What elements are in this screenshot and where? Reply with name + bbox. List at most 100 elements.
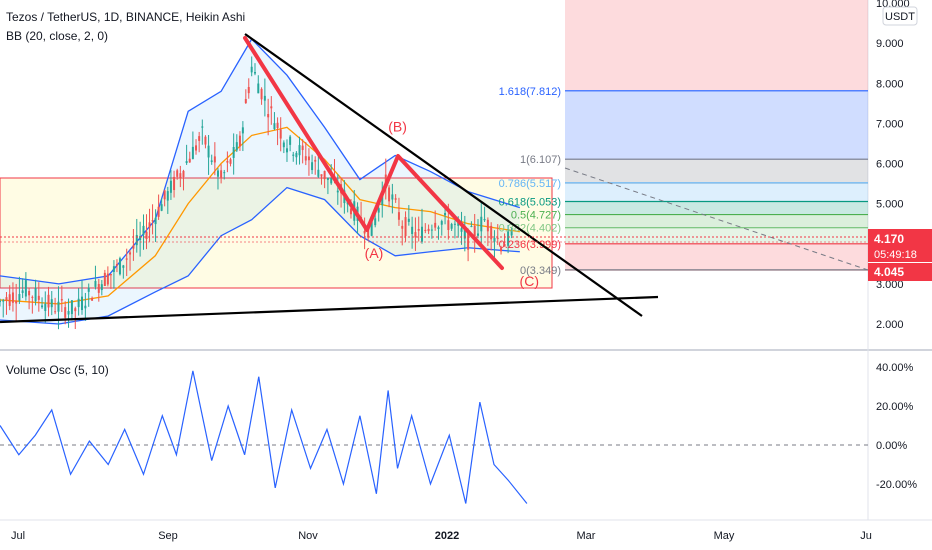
candle-body xyxy=(191,146,194,159)
bb-lower-line xyxy=(0,186,520,325)
abc-wave-path[interactable] xyxy=(243,36,504,270)
candle-body xyxy=(453,223,456,225)
ascending-trendline[interactable] xyxy=(0,295,659,324)
candle-body xyxy=(21,290,24,294)
candle-body xyxy=(253,71,256,74)
candle-body xyxy=(279,129,282,139)
candle-body xyxy=(154,217,157,225)
fib-level-label: 0.786(5.517) xyxy=(499,178,561,190)
bb-legend[interactable]: BB (20, close, 2, 0) xyxy=(6,29,108,43)
candle-body xyxy=(381,194,384,206)
candle-body xyxy=(270,106,273,109)
candle-body xyxy=(235,142,238,151)
candle-body xyxy=(424,229,427,231)
candle-body xyxy=(213,156,216,163)
fib-level-label: 0.236(3.999) xyxy=(499,239,561,251)
candle-body xyxy=(195,145,198,151)
candle-body xyxy=(349,208,352,215)
candle-body xyxy=(298,145,301,156)
candle-body xyxy=(480,216,483,232)
candle-body xyxy=(377,208,380,213)
second-price-label: 4.045 xyxy=(874,265,904,279)
candle-body xyxy=(304,156,307,161)
wave-labels: (A) (B) (C) xyxy=(365,118,539,288)
oscillator-tick-label: 40.00% xyxy=(876,362,914,374)
candle-body xyxy=(24,280,27,297)
wave-label: (A) xyxy=(365,245,384,261)
candle-body xyxy=(129,252,132,255)
price-tick-label: 8.000 xyxy=(876,78,904,90)
oscillator-legend[interactable]: Volume Osc (5, 10) xyxy=(6,363,109,377)
candle-body xyxy=(160,204,163,211)
currency-badge: USDT xyxy=(885,11,915,23)
oscillator-axis[interactable]: 40.00% 20.00% 0.00% -20.00% xyxy=(876,362,917,491)
candle-body xyxy=(263,95,266,101)
candle-body xyxy=(34,288,37,302)
fib-level-label: 0.618(5.053) xyxy=(499,196,561,208)
candle-body xyxy=(135,234,138,246)
candle-body xyxy=(460,228,463,232)
currency-badge-box[interactable] xyxy=(882,6,918,26)
price-axis[interactable]: 2.0003.0004.0005.0006.0007.0008.0009.000… xyxy=(876,0,910,331)
wave-label: (C) xyxy=(520,273,539,289)
fib-zone-green xyxy=(565,215,868,229)
fib-zone-bottom xyxy=(565,244,868,271)
candle-body xyxy=(467,230,470,250)
candle-body xyxy=(285,148,288,153)
time-tick-label: Jul xyxy=(11,530,25,542)
candle-body xyxy=(273,123,276,130)
countdown-label: 05:49:18 xyxy=(874,249,917,261)
fib-extension-zones[interactable] xyxy=(565,0,868,271)
price-tick-label: 2.000 xyxy=(876,319,904,331)
volume-oscillator xyxy=(0,370,528,504)
candle-body xyxy=(391,194,394,200)
candle-body xyxy=(238,135,241,147)
candle-body xyxy=(67,310,70,315)
candle-body xyxy=(100,284,103,291)
candle-body xyxy=(247,87,250,94)
candle-body xyxy=(188,158,191,163)
candle-body xyxy=(122,265,125,268)
candle-body xyxy=(70,300,73,315)
candle-body xyxy=(323,171,326,180)
fib-zone-blue xyxy=(565,90,868,160)
oscillator-line xyxy=(0,370,528,504)
candle-body xyxy=(430,229,433,231)
candle-body xyxy=(257,83,260,94)
candle-body xyxy=(463,229,466,239)
candle-body xyxy=(374,218,377,226)
symbol-title[interactable]: Tezos / TetherUS, 1D, BINANCE, Heikin As… xyxy=(6,10,245,24)
candle-body xyxy=(60,299,63,301)
candle-body xyxy=(210,160,213,162)
candle-body xyxy=(417,228,420,231)
range-box[interactable] xyxy=(0,177,553,289)
oscillator-pane[interactable] xyxy=(0,352,868,520)
fib-zone-teal xyxy=(565,202,868,215)
second-price-box xyxy=(868,263,932,281)
candle-body xyxy=(94,280,97,287)
candle-body xyxy=(483,218,486,221)
candle-body xyxy=(216,170,219,177)
candle-body xyxy=(250,66,253,73)
candle-body xyxy=(411,226,414,235)
candle-body xyxy=(282,142,285,148)
fib-level-label: 0.5(4.727) xyxy=(511,210,561,222)
candle-body xyxy=(500,247,503,252)
candle-body xyxy=(166,191,169,201)
candle-body xyxy=(496,237,499,239)
candle-body xyxy=(363,231,366,234)
candle-body xyxy=(434,222,437,228)
candle-body xyxy=(44,303,47,312)
candle-body xyxy=(407,218,410,222)
price-tick-label: 10.000 xyxy=(876,0,910,10)
candle-body xyxy=(74,308,77,312)
candle-body xyxy=(201,126,204,128)
candle-body xyxy=(457,222,460,226)
candle-body xyxy=(163,190,166,200)
candle-body xyxy=(370,221,373,236)
descending-trendline[interactable] xyxy=(244,33,643,317)
candle-body xyxy=(2,300,5,302)
candle-body xyxy=(444,212,447,216)
time-axis[interactable]: Jul Sep Nov 2022 Mar May Ju xyxy=(11,530,872,542)
candle-body xyxy=(427,228,430,232)
